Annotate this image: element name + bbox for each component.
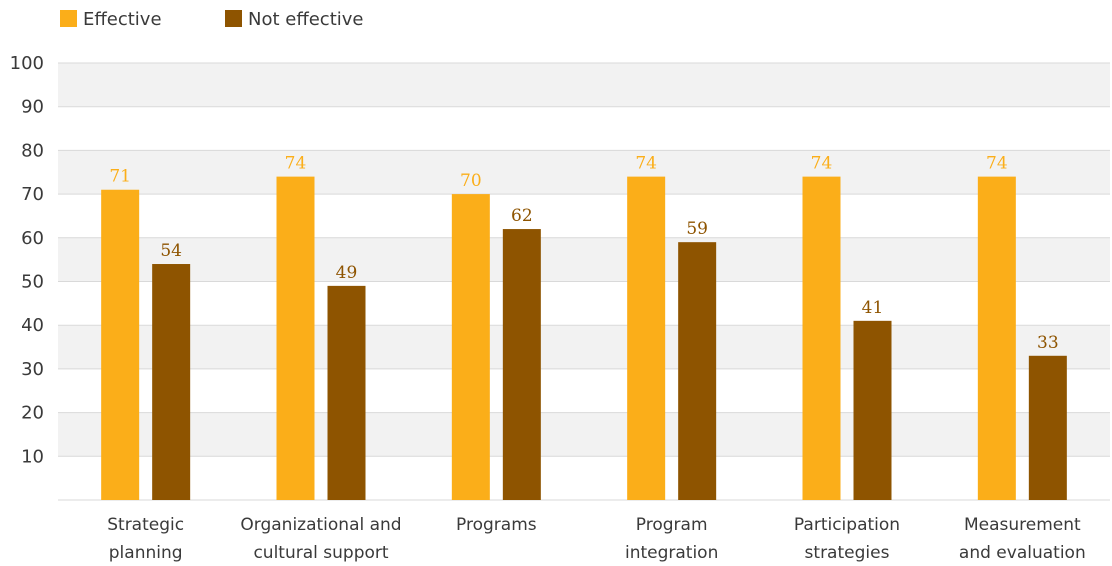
x-category-line: strategies	[805, 543, 890, 563]
grid-band	[58, 325, 1110, 369]
x-category-line: Organizational and	[240, 515, 401, 535]
data-label: 74	[635, 154, 657, 174]
y-tick-label: 100	[10, 53, 44, 74]
legend-label: Effective	[83, 9, 162, 30]
y-tick-label: 50	[21, 272, 44, 293]
grid-band	[58, 63, 1110, 107]
grid-band	[58, 237, 1110, 282]
y-tick-label: 80	[21, 140, 44, 161]
x-category-label: Program integration	[625, 515, 718, 563]
data-label: 71	[109, 167, 131, 187]
x-category-line: planning	[109, 543, 183, 563]
x-category-line: integration	[625, 543, 718, 563]
bar-not-effective	[1028, 355, 1067, 500]
data-label: 59	[686, 219, 708, 239]
x-category-label: Organizational and cultural support	[240, 515, 401, 563]
x-category-line: Strategic	[107, 515, 184, 535]
x-category-label: Strategic planning	[107, 515, 184, 563]
bar-not-effective	[327, 285, 366, 500]
x-category-label: Measurement and evaluation	[959, 515, 1086, 563]
bar-effective	[101, 189, 140, 501]
background-bands	[58, 63, 1110, 457]
grid-band	[58, 412, 1110, 457]
bar-not-effective	[853, 320, 892, 500]
x-category-line: Participation	[794, 515, 900, 535]
y-tick-label: 30	[21, 359, 44, 380]
bar-effective	[977, 176, 1016, 500]
x-category-label: Participation strategies	[794, 515, 900, 563]
bar-not-effective	[678, 242, 717, 501]
data-label: 49	[336, 263, 358, 283]
data-labels: 71 54 74 49 70 62 74 59 74 41 74 33	[109, 154, 1058, 353]
x-category-line: cultural support	[253, 543, 388, 563]
bar-not-effective	[502, 229, 541, 500]
legend-swatch	[60, 10, 77, 27]
legend: Effective Not effective	[60, 9, 364, 30]
y-tick-label: 40	[21, 315, 44, 336]
bar-effective	[627, 176, 666, 500]
y-tick-label: 20	[21, 403, 44, 424]
gridlines	[58, 62, 1110, 501]
y-tick-label: 10	[21, 446, 44, 467]
data-label: 74	[986, 154, 1008, 174]
bar-effective	[451, 194, 490, 500]
y-tick-label: 70	[21, 184, 44, 205]
x-category-line: Program	[636, 515, 708, 535]
data-label: 70	[460, 171, 482, 191]
data-label: 33	[1037, 333, 1059, 353]
x-category-line: Programs	[456, 515, 537, 535]
x-axis: Strategic planning Organizational and cultu…	[107, 515, 1086, 563]
grid-band	[58, 150, 1110, 195]
data-label: 74	[811, 154, 833, 174]
legend-label: Not effective	[248, 9, 364, 30]
bar-effective	[802, 176, 841, 500]
data-label: 54	[160, 241, 182, 261]
x-category-line: Measurement	[964, 515, 1081, 535]
bars	[101, 176, 1067, 501]
data-label: 74	[285, 154, 307, 174]
legend-swatch	[225, 10, 242, 27]
x-category-label: Programs	[456, 515, 537, 535]
y-tick-label: 90	[21, 97, 44, 118]
y-tick-label: 60	[21, 228, 44, 249]
bar-not-effective	[152, 264, 191, 500]
y-axis: 10 20 30 40 50 60 70 80 90 100	[10, 53, 44, 467]
x-category-line: and evaluation	[959, 543, 1086, 563]
bar-effective	[276, 176, 315, 500]
data-label: 62	[511, 206, 533, 226]
data-label: 41	[862, 298, 884, 318]
